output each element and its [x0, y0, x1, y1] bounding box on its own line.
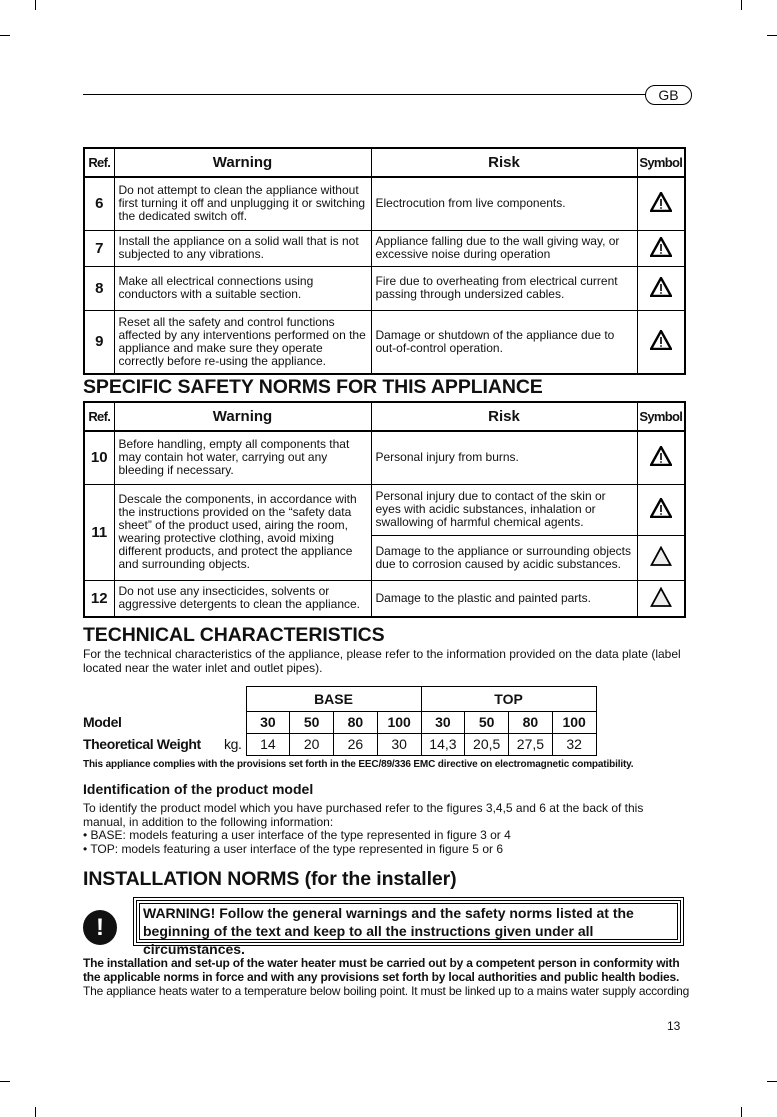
warning-text: Before handling, empty all components th…: [113, 430, 372, 485]
crop-mark: [35, 0, 36, 10]
technical-table: BASE TOP Model 30 50 80 100 30 50 80 100 Theoret…: [83, 686, 597, 756]
risk-text: Damage to the plastic and painted parts.: [370, 579, 638, 618]
weight-value: 20,5: [464, 733, 510, 756]
risk-text: Fire due to overheating from electrical …: [370, 265, 638, 311]
safety-table-specific: Ref. Warning Risk Symbol 10 Before handling, …: [83, 401, 686, 618]
crop-mark: [741, 1107, 742, 1117]
section-heading-technical: TECHNICAL CHARACTERISTICS: [83, 624, 385, 646]
model-value: 100: [551, 711, 597, 734]
table-row: 8 Make all electrical connections using c…: [83, 265, 686, 311]
crop-mark: [35, 1107, 36, 1117]
crop-mark: [767, 1081, 777, 1082]
model-value: 100: [376, 711, 422, 734]
table-row: 11 Descale the components, in accordance …: [83, 483, 686, 581]
col-header-risk: Risk: [370, 401, 638, 432]
table-row: 6 Do not attempt to clean the appliance w…: [83, 176, 686, 231]
weight-label-text: Theoretical Weight: [83, 736, 201, 752]
ref-number: 6: [83, 176, 115, 231]
caution-triangle-icon: [636, 534, 686, 581]
language-badge: GB: [645, 85, 692, 105]
weight-value: 14,3: [420, 733, 466, 756]
table-row: Damage to the appliance or surrounding o…: [84, 534, 686, 581]
caution-triangle-icon: [636, 579, 686, 618]
warning-triangle-icon: [636, 229, 686, 267]
ref-number: 10: [83, 430, 115, 485]
warning-text: Do not attempt to clean the appliance wi…: [113, 176, 372, 231]
model-label: Model: [83, 714, 122, 730]
col-header-warning: Warning: [113, 147, 372, 178]
risk-text: Personal injury from burns.: [370, 430, 638, 485]
empty-cell: [83, 687, 246, 712]
weight-value: 14: [245, 733, 291, 756]
technical-intro: For the technical characteristics of the…: [83, 647, 681, 675]
ref-number: 8: [83, 265, 115, 311]
weight-value: 27,5: [508, 733, 553, 756]
group-header-top: TOP: [420, 686, 597, 712]
installation-paragraph: The appliance heats water to a temperatu…: [83, 984, 690, 998]
weight-label: Theoretical Weight kg.: [83, 734, 246, 756]
ref-number: 12: [83, 579, 115, 618]
model-value: 80: [508, 711, 553, 734]
weight-value: 32: [551, 733, 597, 756]
compliance-note: This appliance complies with the provisi…: [83, 759, 634, 770]
table-row: 12 Do not use any insecticides, solvents …: [83, 579, 686, 618]
weight-unit: kg.: [224, 736, 242, 752]
risk-text: Damage to the appliance or surrounding o…: [370, 534, 638, 581]
warning-triangle-icon: [636, 430, 686, 485]
table-row: 9 Reset all the safety and control functi…: [83, 309, 686, 375]
section-heading-specific-safety: SPECIFIC SAFETY NORMS FOR THIS APPLIANCE: [83, 376, 543, 398]
ref-number: 11: [83, 483, 115, 581]
risk-text: Damage or shutdown of the appliance due …: [370, 309, 638, 375]
group-header-base: BASE: [245, 686, 422, 712]
col-header-warning: Warning: [113, 401, 372, 432]
installation-warning-box: WARNING! Follow the general warnings and…: [133, 897, 684, 957]
crop-mark: [0, 1081, 10, 1082]
col-header-ref: Ref.: [83, 401, 115, 432]
warning-text: Install the appliance on a solid wall th…: [113, 229, 372, 267]
risk-text: Appliance falling due to the wall giving…: [370, 229, 638, 267]
weight-value: 30: [376, 733, 422, 756]
installation-bold-paragraph: The installation and set-up of the water…: [83, 956, 680, 984]
warning-triangle-icon: [636, 176, 686, 231]
warning-text: Do not use any insecticides, solvents or…: [113, 579, 372, 618]
identification-line: • BASE: models featuring a user interfac…: [83, 828, 511, 842]
table-row: 10 Before handling, empty all components …: [83, 430, 686, 485]
weight-value: 20: [289, 733, 334, 756]
col-header-symbol: Symbol: [636, 401, 686, 432]
header-rule: [83, 94, 645, 95]
identification-text: To identify the product model which you …: [83, 801, 688, 856]
identification-line: • TOP: models featuring a user interface…: [83, 841, 503, 856]
col-header-symbol: Symbol: [636, 147, 686, 178]
crop-mark: [741, 0, 742, 10]
crop-mark: [0, 35, 10, 36]
warning-triangle-icon: [636, 483, 686, 536]
col-header-risk: Risk: [370, 147, 638, 178]
model-value: 50: [289, 711, 334, 734]
warning-text: Make all electrical connections using co…: [113, 265, 372, 311]
warning-triangle-icon: [636, 309, 686, 375]
warning-text: Descale the components, in accordance wi…: [113, 483, 372, 581]
table-row: 7 Install the appliance on a solid wall t…: [83, 229, 686, 267]
identification-heading: Identification of the product model: [83, 781, 314, 797]
crop-mark: [767, 35, 777, 36]
warning-text: Reset all the safety and control functio…: [113, 309, 372, 375]
col-header-ref: Ref.: [83, 147, 115, 178]
weight-value: 26: [333, 733, 378, 756]
model-value: 30: [245, 711, 291, 734]
model-value: 80: [333, 711, 378, 734]
page-number: 13: [667, 1019, 681, 1033]
risk-text: Personal injury due to contact of the sk…: [370, 483, 638, 536]
model-value: 50: [464, 711, 510, 734]
section-heading-installation: INSTALLATION NORMS (for the installer): [83, 868, 457, 890]
safety-table-general: Ref. Warning Risk Symbol 6 Do not attempt to …: [83, 147, 686, 375]
warning-triangle-icon: [636, 265, 686, 311]
model-value: 30: [420, 711, 466, 734]
ref-number: 7: [83, 229, 115, 267]
ref-number: 9: [83, 309, 115, 375]
risk-text: Electrocution from live components.: [370, 176, 638, 231]
exclamation-circle-icon: !: [83, 910, 117, 945]
identification-line: To identify the product model which you …: [83, 801, 644, 829]
